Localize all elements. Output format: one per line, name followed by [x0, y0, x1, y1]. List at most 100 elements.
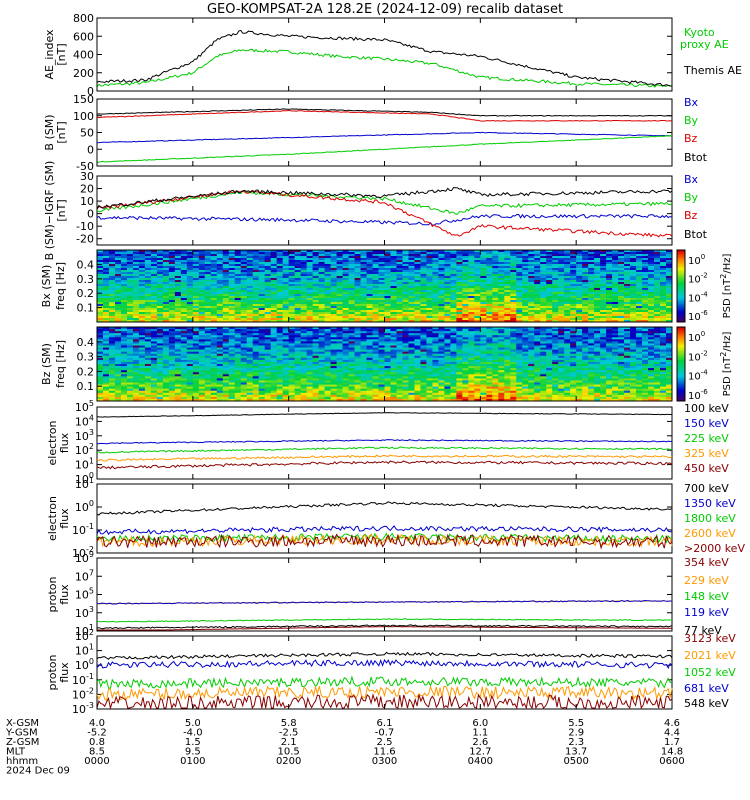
heatmap-cell	[186, 394, 194, 398]
heatmap-cell	[594, 302, 601, 305]
heatmap-cell	[342, 252, 349, 255]
heatmap-cell	[360, 250, 367, 253]
heatmap-cell	[258, 294, 266, 297]
heatmap-cell	[306, 359, 314, 363]
heatmap-cell	[186, 345, 194, 348]
heatmap-cell	[516, 314, 523, 317]
heatmap-cell	[198, 312, 206, 315]
heatmap-cell	[642, 316, 649, 319]
heatmap-cell	[186, 306, 194, 309]
heatmap-cell	[330, 286, 337, 289]
heatmap-cell	[180, 276, 188, 279]
heatmap-cell	[270, 300, 278, 303]
heatmap-cell	[546, 286, 553, 289]
heatmap-cell	[97, 376, 104, 379]
heatmap-cell	[438, 250, 445, 253]
heatmap-cell	[222, 288, 230, 291]
heatmap-cell	[348, 314, 355, 317]
heatmap-cell	[180, 286, 188, 289]
heatmap-cell	[216, 361, 224, 365]
heatmap-cell	[396, 268, 403, 271]
heatmap-cell	[534, 260, 541, 263]
heatmap-cell	[252, 396, 260, 400]
heatmap-cell	[234, 310, 242, 313]
heatmap-cell	[132, 347, 140, 351]
heatmap-cell	[102, 316, 110, 319]
heatmap-cell	[618, 306, 625, 309]
heatmap-cell	[252, 296, 260, 299]
heatmap-cell	[636, 276, 643, 279]
heatmap-cell	[156, 250, 164, 253]
heatmap-cell	[582, 270, 589, 273]
heatmap-cell	[138, 292, 146, 295]
heatmap-cell	[270, 264, 278, 267]
heatmap-cell	[612, 252, 619, 255]
heatmap-cell	[174, 392, 182, 396]
heatmap-cell	[306, 302, 314, 305]
heatmap-cell	[378, 306, 385, 309]
heatmap-cell	[570, 294, 577, 297]
heatmap-cell	[198, 398, 206, 402]
heatmap-cell	[396, 282, 403, 285]
heatmap-cell	[198, 250, 206, 253]
heatmap-cell	[288, 331, 296, 334]
heatmap-cell	[528, 262, 535, 265]
heatmap-cell	[522, 274, 529, 277]
heatmap-cell	[150, 258, 158, 261]
series-line-by	[96, 135, 673, 163]
y-tick-label: 107	[75, 568, 94, 583]
heatmap-cell	[162, 310, 170, 313]
heatmap-cell	[252, 329, 260, 332]
heatmap-cell	[384, 308, 391, 311]
heatmap-cell	[216, 390, 224, 394]
heatmap-cell	[444, 254, 451, 257]
heatmap-cell	[282, 331, 290, 334]
heatmap-cell	[384, 272, 391, 275]
heatmap-cell	[258, 386, 266, 390]
heatmap-cell	[636, 290, 643, 293]
heatmap-cell	[114, 264, 122, 267]
heatmap-cell	[150, 288, 158, 291]
heatmap-cell	[288, 268, 296, 271]
heatmap-cell	[156, 264, 164, 267]
heatmap-cell	[486, 292, 493, 295]
heatmap-cell	[300, 390, 308, 394]
heatmap-cell	[240, 278, 248, 281]
heatmap-cell	[276, 347, 284, 351]
heatmap-cell	[372, 260, 379, 263]
heatmap-cell	[648, 282, 655, 285]
heatmap-cell	[258, 345, 266, 348]
heatmap-cell	[192, 292, 200, 295]
heatmap-cell	[120, 335, 128, 338]
heatmap-cell	[222, 270, 230, 273]
heatmap-cell	[480, 264, 487, 267]
heatmap-cell	[210, 347, 218, 351]
heatmap-cell	[366, 252, 373, 255]
heatmap-cell	[258, 306, 266, 309]
heatmap-cell	[282, 278, 290, 281]
heatmap-cell	[324, 278, 331, 281]
heatmap-cell	[156, 329, 164, 332]
heatmap-cell	[360, 304, 367, 307]
heatmap-cell	[210, 254, 218, 257]
heatmap-cell	[150, 384, 158, 388]
heatmap-cell	[378, 264, 385, 267]
heatmap-cell	[336, 278, 343, 281]
heatmap-cell	[666, 296, 673, 299]
heatmap-cell	[228, 359, 236, 363]
heatmap-cell	[450, 310, 457, 313]
heatmap-cell	[300, 351, 308, 355]
heatmap-cell	[306, 370, 314, 373]
heatmap-cell	[240, 355, 248, 359]
heatmap-cell	[378, 282, 385, 285]
heatmap-cell	[588, 270, 595, 273]
heatmap-cell	[372, 304, 379, 307]
heatmap-cell	[114, 282, 122, 285]
heatmap-cell	[222, 318, 230, 321]
heatmap-cell	[486, 288, 493, 291]
heatmap-cell	[252, 386, 260, 390]
heatmap-cell	[144, 270, 152, 273]
heatmap-cell	[120, 284, 128, 287]
